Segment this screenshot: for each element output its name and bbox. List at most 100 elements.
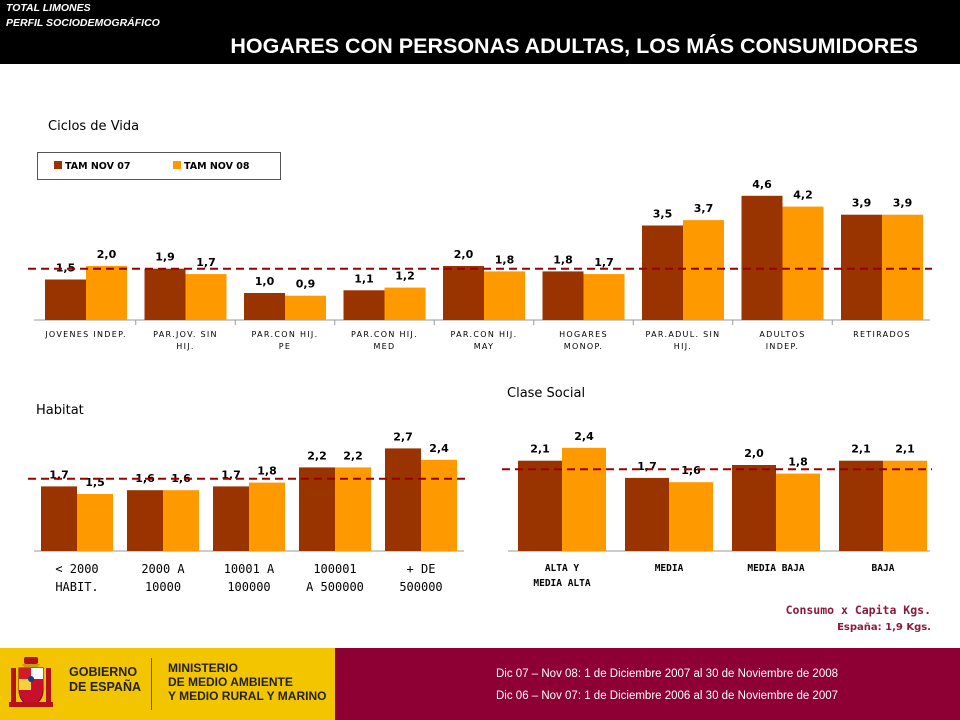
- legend-label-nov07: TAM NOV 07: [65, 161, 131, 172]
- bar-clase-nov07: [625, 477, 669, 551]
- data-label-ciclos: 2,0: [454, 248, 474, 261]
- data-label-clase: 1,8: [788, 456, 808, 469]
- data-label-ciclos: 1,2: [395, 270, 415, 283]
- footer-divider: [151, 658, 152, 710]
- coat-of-arms-icon: [9, 657, 53, 707]
- data-label-ciclos: 4,6: [752, 178, 772, 191]
- category-label-habitat: HABIT.: [55, 580, 98, 594]
- category-label-ciclos: JOVENES INDEP.: [44, 330, 127, 339]
- chart-title-clase: Clase Social: [507, 386, 586, 401]
- spain-average-note: España: 1,9 Kgs.: [837, 622, 931, 633]
- data-label-ciclos: 1,7: [594, 256, 614, 269]
- category-label-habitat: 100000: [227, 580, 270, 594]
- category-label-ciclos: RETIRADOS: [853, 330, 911, 339]
- chart-legend: TAM NOV 07 TAM NOV 08: [37, 152, 281, 180]
- bar-habitat-nov07: [41, 486, 77, 551]
- bar-ciclos-nov08: [285, 295, 326, 320]
- category-label-ciclos: PAR.CON HIJ.: [351, 330, 418, 339]
- ministry-name: MINISTERIO DE MEDIO AMBIENTE Y MEDIO RUR…: [168, 661, 333, 703]
- category-label-ciclos: MONOP.: [564, 342, 603, 351]
- footer-gov-panel: GOBIERNO DE ESPAÑA MINISTERIO DE MEDIO A…: [0, 648, 335, 720]
- bar-ciclos-nov07: [244, 293, 285, 320]
- data-label-ciclos: 1,9: [155, 251, 175, 264]
- bar-ciclos-nov07: [443, 266, 484, 320]
- bar-ciclos-nov08: [384, 287, 426, 320]
- category-label-habitat: 100001: [313, 562, 356, 576]
- period-2008: Dic 07 – Nov 08: 1 de Diciembre 2007 al …: [496, 668, 839, 680]
- bar-habitat-nov08: [335, 467, 371, 551]
- category-label-ciclos: HIJ.: [176, 342, 194, 351]
- brand-block: TOTAL LIMONES PERFIL SOCIODEMOGRÁFICO: [6, 1, 160, 31]
- category-label-ciclos: PAR.CON HIJ.: [451, 330, 518, 339]
- category-label-ciclos: INDEP.: [766, 342, 799, 351]
- bar-habitat-nov07: [213, 486, 249, 551]
- data-label-ciclos: 3,7: [694, 202, 714, 215]
- header-bar: TOTAL LIMONES PERFIL SOCIODEMOGRÁFICO HO…: [0, 0, 960, 64]
- category-label-habitat: 2000 A: [141, 562, 185, 576]
- brand-line-2: PERFIL SOCIODEMOGRÁFICO: [6, 17, 160, 29]
- bar-ciclos-nov08: [86, 266, 127, 320]
- bar-habitat-nov08: [421, 459, 457, 551]
- footer-period-panel: [335, 648, 960, 720]
- category-label-habitat: 10000: [145, 580, 181, 594]
- data-label-habitat: 1,8: [257, 465, 277, 478]
- category-label-clase: MEDIA ALTA: [533, 578, 590, 589]
- bar-clase-nov08: [669, 482, 713, 551]
- charts-canvas: 1,5 2,0 JOVENES INDEP. 1,9 1,7 PAR.JOV. SIN HI…: [28, 178, 932, 594]
- page-title: HOGARES CON PERSONAS ADULTAS, LOS MÁS CO…: [230, 34, 918, 58]
- data-label-ciclos: 3,5: [653, 208, 673, 221]
- category-label-ciclos: ADULTOS: [759, 330, 805, 339]
- data-label-clase: 2,0: [744, 447, 764, 460]
- data-label-clase: 1,6: [681, 464, 701, 477]
- data-label-habitat: 2,2: [307, 449, 327, 462]
- data-label-ciclos: 1,8: [495, 253, 515, 266]
- bar-clase-nov08: [883, 460, 927, 551]
- gov-name: GOBIERNO DE ESPAÑA: [69, 665, 149, 695]
- category-label-habitat: 10001 A: [224, 562, 275, 576]
- footer: GOBIERNO DE ESPAÑA MINISTERIO DE MEDIO A…: [0, 648, 960, 720]
- legend-label-nov08: TAM NOV 08: [184, 161, 250, 172]
- data-label-ciclos: 2,0: [97, 248, 117, 261]
- data-label-ciclos: 1,0: [255, 275, 275, 288]
- category-label-habitat: A 500000: [306, 580, 364, 594]
- category-label-habitat: + DE: [407, 562, 436, 576]
- bar-habitat-nov08: [77, 494, 113, 551]
- data-label-clase: 2,1: [851, 443, 871, 456]
- legend-item-nov08: TAM NOV 08: [173, 161, 250, 173]
- data-label-habitat: 2,2: [343, 449, 363, 462]
- brand-line-1: TOTAL LIMONES: [6, 2, 91, 14]
- category-label-ciclos: MAY: [474, 342, 495, 351]
- bar-ciclos-nov08: [683, 220, 724, 320]
- ministry-line-2: DE MEDIO AMBIENTE: [168, 675, 293, 689]
- data-label-habitat: 2,7: [393, 430, 413, 443]
- data-label-ciclos: 1,7: [196, 256, 216, 269]
- bar-ciclos-nov08: [185, 274, 227, 320]
- data-label-clase: 1,7: [637, 460, 657, 473]
- data-label-ciclos: 1,8: [553, 253, 573, 266]
- legend-swatch-nov08: [173, 161, 181, 169]
- category-label-clase: MEDIA BAJA: [747, 563, 804, 574]
- category-label-clase: MEDIA: [655, 563, 684, 574]
- bar-clase-nov08: [776, 473, 820, 551]
- bar-clase-nov07: [839, 460, 883, 551]
- legend-swatch-nov07: [54, 161, 62, 169]
- category-label-ciclos: PAR.ADUL. SIN: [646, 330, 721, 339]
- chart-title-ciclos: Ciclos de Vida: [48, 119, 140, 134]
- data-label-ciclos: 0,9: [296, 278, 316, 291]
- category-label-clase: ALTA Y: [545, 563, 580, 574]
- bar-ciclos-nov07: [642, 225, 683, 320]
- consumption-note: Consumo x Capita Kgs.: [785, 603, 931, 617]
- bar-ciclos-nov07: [45, 279, 86, 320]
- category-label-ciclos: PAR.CON HIJ.: [252, 330, 319, 339]
- gov-line-1: GOBIERNO: [69, 665, 138, 679]
- bar-ciclos-nov07: [144, 268, 186, 320]
- bar-ciclos-nov07: [741, 195, 783, 320]
- bar-ciclos-nov07: [542, 271, 584, 320]
- period-2007: Dic 06 – Nov 07: 1 de Diciembre 2006 al …: [496, 690, 839, 702]
- category-label-ciclos: MED: [373, 342, 395, 351]
- data-label-habitat: 1,6: [171, 472, 191, 485]
- category-label-habitat: < 2000: [55, 562, 98, 576]
- bar-ciclos-nov08: [484, 271, 525, 320]
- bar-ciclos-nov07: [841, 214, 882, 320]
- data-label-ciclos: 3,9: [893, 197, 913, 210]
